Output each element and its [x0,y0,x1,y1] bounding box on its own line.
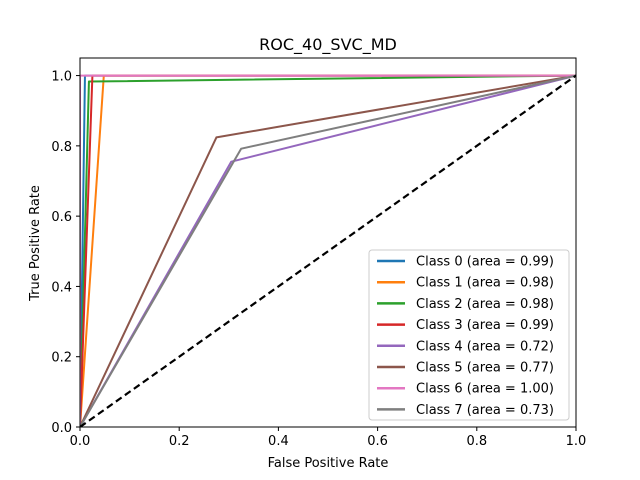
x-tick-label: 0.6 [367,434,388,449]
series-group [80,74,576,427]
roc-curve-class-6 [80,74,576,427]
legend-label-class-5: Class 5 (area = 0.77) [416,361,554,376]
roc-curve-class-5 [80,74,576,427]
legend: Class 0 (area = 0.99) Class 1 (area = 0.9… [368,249,570,421]
roc-curve-class-2 [80,74,576,427]
legend-label-class-2: Class 2 (area = 0.98) [416,297,554,312]
y-tick-label: 1.0 [51,70,72,85]
legend-label-class-1: Class 1 (area = 0.98) [416,276,554,291]
x-axis-label: False Positive Rate [268,456,389,471]
plot-area: 0.0 0.2 0.4 0.6 0.8 1.0 0.0 0.2 0.4 0.6 0.8 1.0 Clas… [51,57,587,449]
y-tick-label: 0.2 [51,351,72,366]
roc-curve-class-7 [80,74,576,427]
chart-title: ROC_40_SVC_MD [259,35,397,55]
y-tick-label: 0.0 [51,421,72,436]
legend-label-class-4: Class 4 (area = 0.72) [416,339,554,354]
legend-label-class-0: Class 0 (area = 0.99) [416,255,554,270]
y-tick-label: 0.6 [51,210,72,225]
plot-frame [79,57,577,428]
x-tick-label: 0.8 [466,434,487,449]
legend-label-class-7: Class 7 (area = 0.73) [416,403,554,418]
legend-label-class-6: Class 6 (area = 1.00) [416,382,554,397]
y-tick-label: 0.4 [51,280,72,295]
legend-label-class-3: Class 3 (area = 0.99) [416,318,554,333]
x-tick-label: 0.4 [268,434,289,449]
x-tick-label: 1.0 [566,434,587,449]
y-axis-label: True Positive Rate [28,185,43,302]
x-tick-label: 0.0 [70,434,91,449]
y-tick-label: 0.8 [51,140,72,155]
x-tick-label: 0.2 [169,434,190,449]
legend-box [368,249,570,421]
chance-diagonal-line [80,74,576,427]
